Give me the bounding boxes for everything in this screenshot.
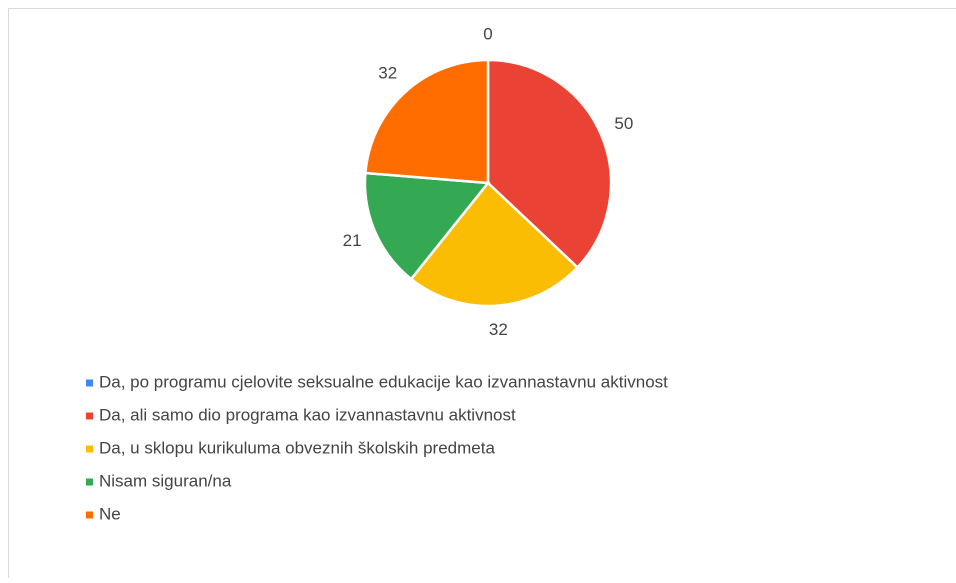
legend-swatch <box>86 446 93 453</box>
legend-label: Nisam siguran/na <box>99 471 232 490</box>
data-label: 32 <box>378 64 397 83</box>
data-label: 21 <box>343 231 362 250</box>
data-label: 50 <box>614 114 633 133</box>
legend-swatch <box>86 512 93 519</box>
legend-swatch <box>86 413 93 420</box>
legend-label: Ne <box>99 504 121 523</box>
legend-label: Da, po programu cjelovite seksualne eduk… <box>99 372 668 391</box>
legend-swatch <box>86 380 93 387</box>
legend-label: Da, u sklopu kurikuluma obveznih školski… <box>99 438 495 457</box>
legend-swatch <box>86 479 93 486</box>
legend-label: Da, ali samo dio programa kao izvannasta… <box>99 405 516 424</box>
data-label: 0 <box>483 24 492 43</box>
data-label: 32 <box>489 320 508 339</box>
